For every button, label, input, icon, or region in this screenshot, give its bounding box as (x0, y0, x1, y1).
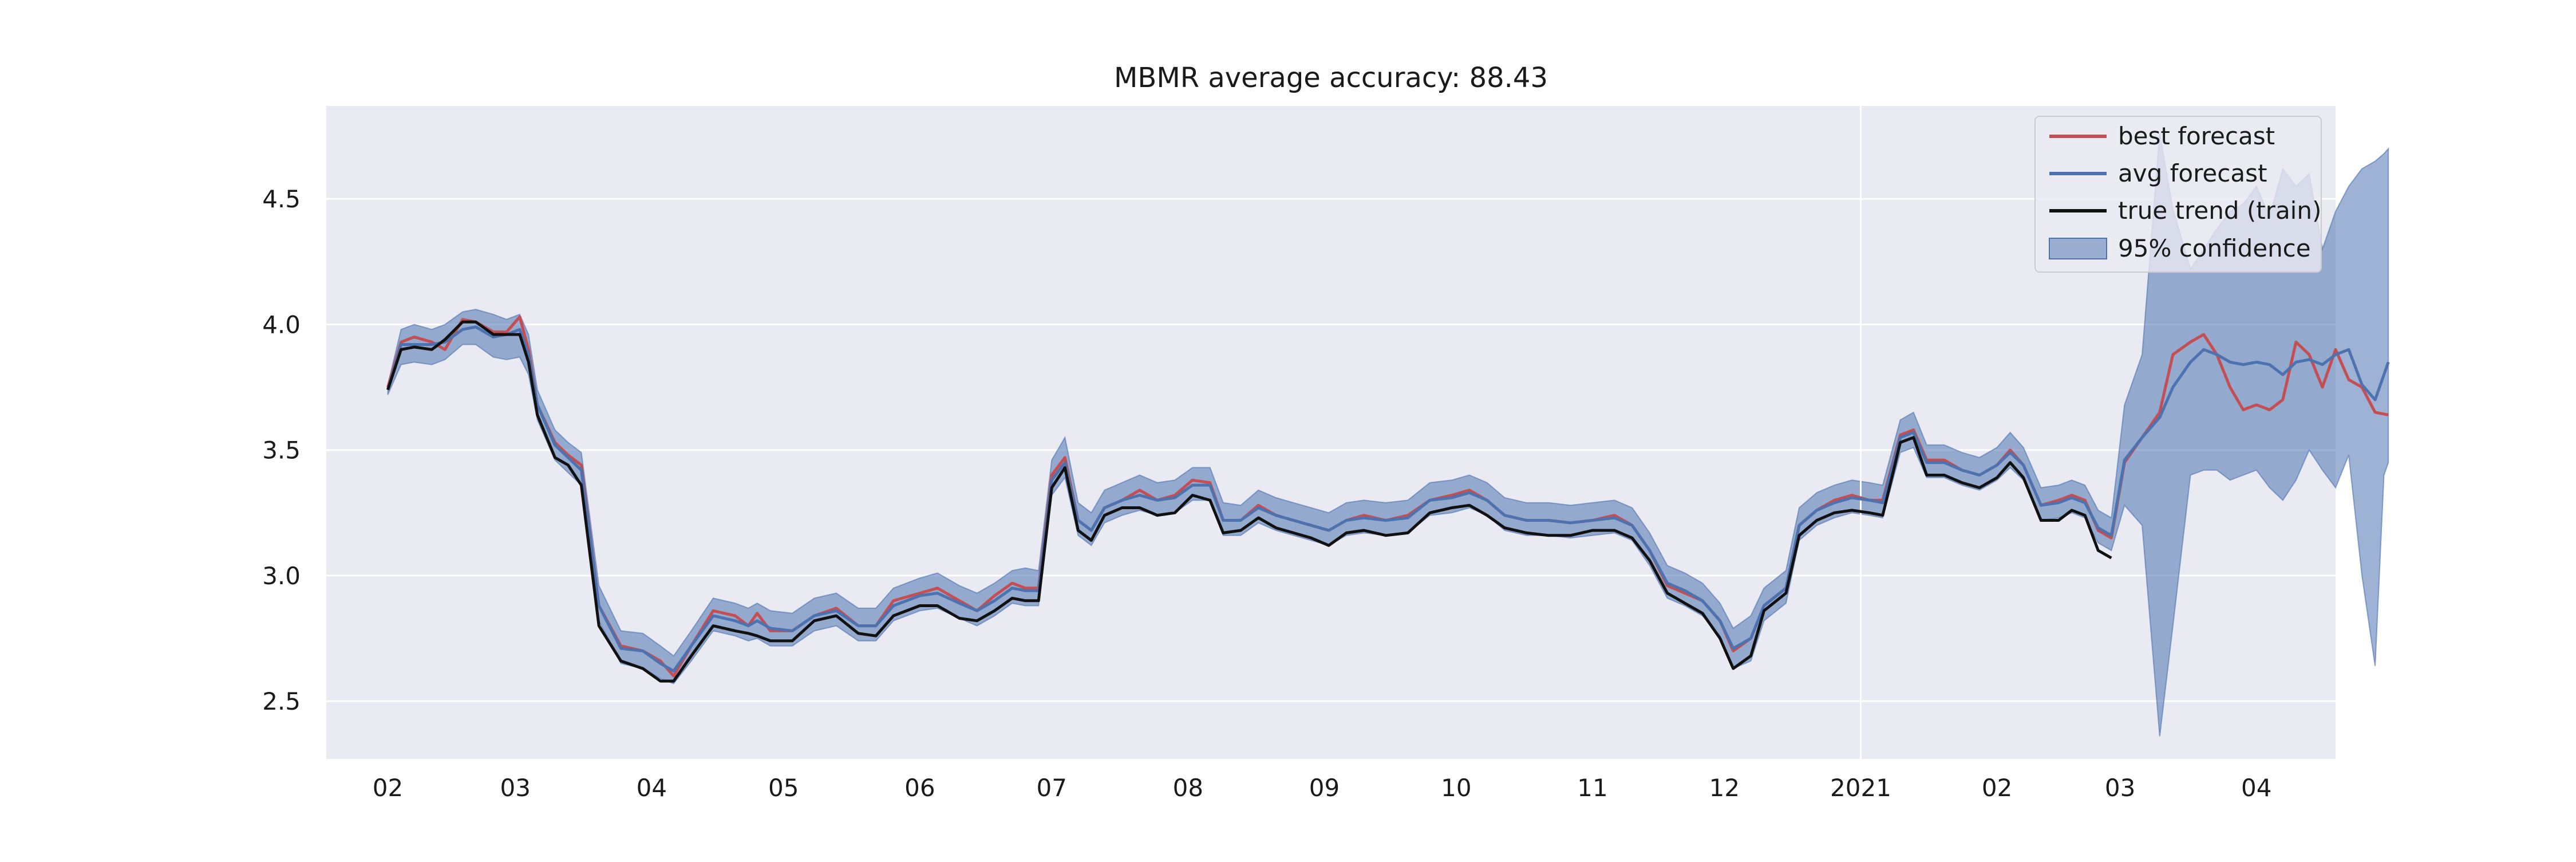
x-tick-label: 02 (373, 774, 403, 802)
x-tick-label: 06 (904, 774, 935, 802)
x-tick-label: 11 (1577, 774, 1607, 802)
y-tick-label: 3.5 (262, 436, 301, 465)
y-tick-label: 4.0 (262, 310, 301, 338)
x-tick-label: 03 (2105, 774, 2135, 802)
legend: best forecast avg forecast true trend (t… (2034, 116, 2322, 273)
x-tick-label: 05 (768, 774, 799, 802)
confidence-band (387, 133, 2389, 737)
x-tick-label: 04 (2241, 774, 2271, 802)
legend-label-best-forecast: best forecast (2118, 122, 2275, 150)
legend-box (2034, 116, 2322, 273)
y-tick-label: 4.5 (262, 185, 301, 213)
x-tick-label: 10 (1441, 774, 1471, 802)
series-line-avg-forecast (386, 325, 2390, 672)
legend-label-true-trend: true trend (train) (2118, 196, 2321, 225)
y-axis-ticks: 2.5 3.0 3.5 4.0 4.5 (262, 185, 301, 715)
x-tick-label: 02 (1982, 774, 2012, 802)
x-tick-label: 2021 (1830, 774, 1891, 802)
x-tick-label: 04 (637, 774, 667, 802)
legend-swatch-confidence (2049, 238, 2107, 259)
y-tick-label: 3.0 (262, 562, 301, 590)
series-lines (386, 315, 2390, 683)
confidence-band-layer (387, 106, 2389, 759)
y-tick-label: 2.5 (262, 687, 301, 715)
series-line-true-trend-train (386, 320, 2112, 683)
x-tick-label: 07 (1037, 774, 1067, 802)
x-tick-label: 08 (1173, 774, 1203, 802)
chart-title: MBMR average accuracy: 88.43 (1114, 62, 1548, 94)
x-tick-label: 09 (1309, 774, 1340, 802)
x-axis-ticks: 02 03 04 05 06 07 08 09 10 11 12 2021 02 03 04 (373, 774, 2272, 802)
legend-label-confidence: 95% confidence (2118, 234, 2311, 262)
legend-label-avg-forecast: avg forecast (2118, 159, 2267, 187)
x-tick-label: 03 (500, 774, 531, 802)
x-tick-label: 12 (1709, 774, 1740, 802)
